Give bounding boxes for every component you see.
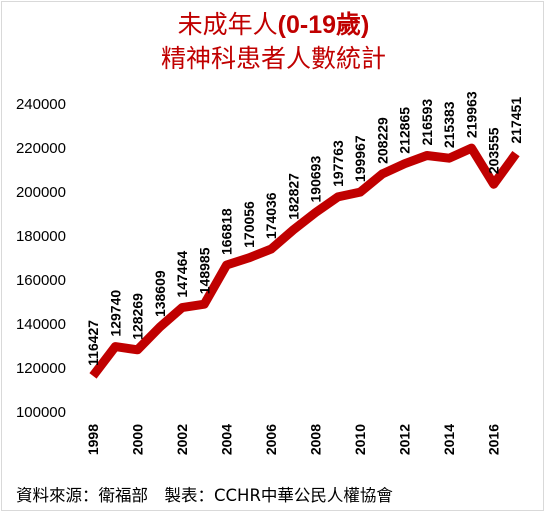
data-label: 174036: [263, 192, 279, 239]
x-tick-label: 2014: [441, 424, 457, 455]
y-tick-label: 220000: [16, 140, 66, 157]
x-tick-label: 2012: [397, 424, 413, 455]
data-label: 203555: [486, 127, 502, 174]
data-label: 166818: [219, 208, 235, 255]
series-line: [89, 143, 520, 379]
x-tick-label: 2004: [219, 424, 235, 455]
y-tick-label: 120000: [16, 360, 66, 377]
data-label: 170056: [241, 201, 257, 248]
data-label: 197763: [330, 140, 346, 187]
y-tick-label: 200000: [16, 184, 66, 201]
x-tick-label: 2000: [130, 424, 146, 455]
data-label: 212865: [397, 107, 413, 154]
y-tick-label: 180000: [16, 228, 66, 245]
x-tick-label: 2006: [263, 424, 279, 455]
data-label: 215383: [441, 101, 457, 148]
x-tick-label: 1998: [85, 424, 101, 455]
y-tick-label: 240000: [16, 96, 66, 113]
y-tick-label: 140000: [16, 316, 66, 333]
x-tick-label: 2002: [174, 424, 190, 455]
x-tick-label: 2008: [308, 424, 324, 455]
data-label: 129740: [107, 290, 123, 337]
data-label: 208229: [374, 117, 390, 164]
x-tick-label: 2016: [486, 424, 502, 455]
data-label: 219963: [463, 91, 479, 138]
data-label: 148985: [196, 247, 212, 294]
data-label: 138609: [152, 270, 168, 317]
data-label: 217451: [508, 97, 524, 144]
chart-title-pre: 未成年人: [177, 10, 278, 39]
data-label: 147464: [174, 251, 190, 298]
y-tick-label: 160000: [16, 272, 66, 289]
data-label: 190693: [308, 156, 324, 203]
y-tick-label: 100000: [16, 404, 66, 421]
data-label: 128269: [130, 293, 146, 340]
x-tick-label: 2010: [352, 424, 368, 455]
chart-title-line1: 未成年人(0-19歲): [0, 10, 547, 40]
chart-title-age-range: (0-19歲): [277, 11, 370, 39]
data-label: 216593: [419, 99, 435, 146]
data-label: 182827: [285, 173, 301, 220]
source-footer: 資料來源：衛福部 製表：CCHR中華公民人權協會: [16, 486, 393, 505]
data-label: 199967: [352, 135, 368, 182]
data-label: 116427: [85, 320, 101, 366]
chart-title-line2: 精神科患者人數統計: [160, 44, 386, 73]
